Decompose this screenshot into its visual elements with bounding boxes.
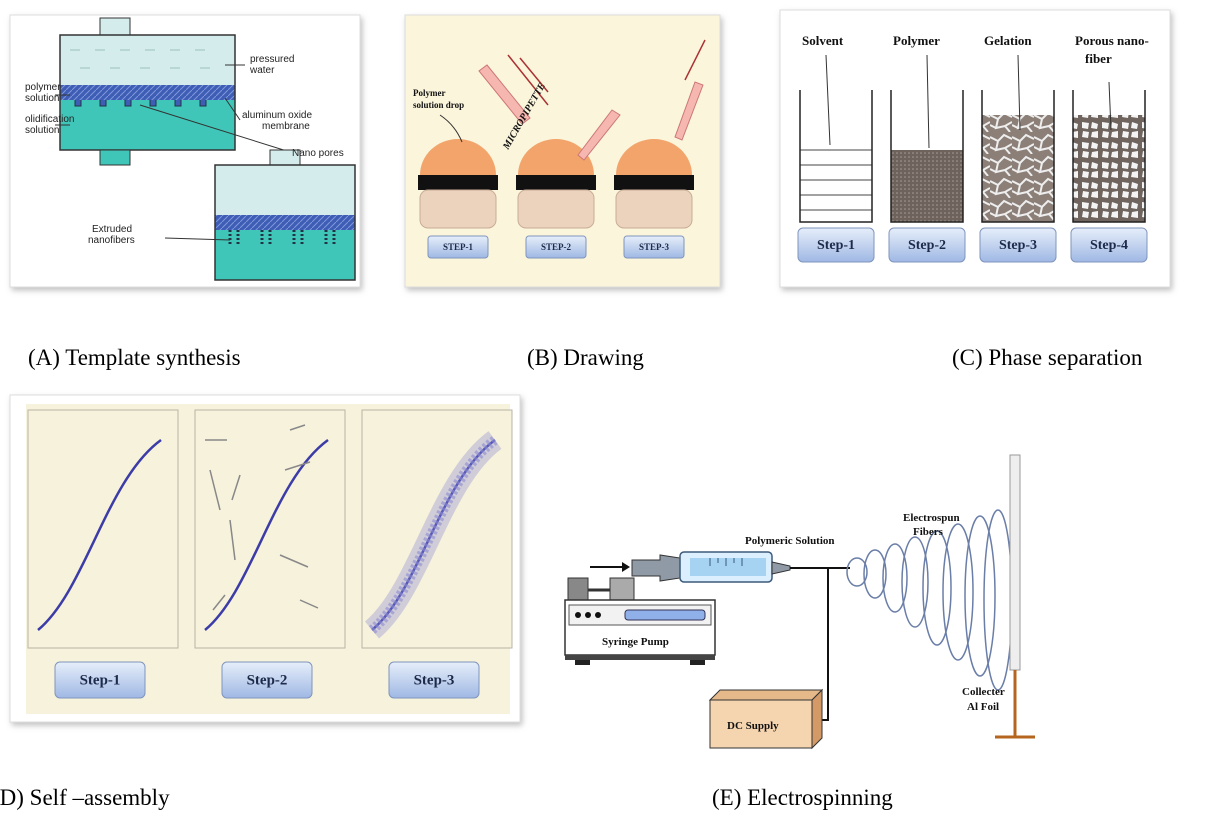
shape	[100, 18, 130, 35]
base	[518, 190, 594, 228]
base	[616, 190, 692, 228]
shape	[690, 660, 705, 665]
shape	[965, 516, 995, 676]
label: pressured	[250, 54, 294, 65]
shape	[575, 660, 590, 665]
label: solution	[25, 125, 59, 136]
substrate	[418, 175, 498, 190]
label: water	[249, 65, 275, 76]
shape	[632, 555, 680, 581]
caption: (A) Template synthesis	[28, 345, 241, 370]
step-label: STEP-2	[541, 242, 572, 252]
shape	[215, 230, 355, 280]
shape	[772, 562, 790, 574]
caption: (E) Electrospinning	[712, 785, 893, 810]
figure: pressured water polymer solution aluminu…	[0, 0, 1223, 821]
shape	[215, 165, 355, 215]
label: solution drop	[413, 100, 464, 110]
label: aluminum oxide	[242, 110, 312, 121]
panel-e: Polymeric Solution Electrospun Fibers Sy…	[565, 455, 1035, 748]
step-label: Step-3	[999, 238, 1037, 253]
label: solution	[25, 93, 59, 104]
shape	[710, 690, 822, 700]
stage-label: Porous nano-	[1075, 33, 1149, 48]
beaker-content	[982, 115, 1054, 222]
shape	[995, 670, 1035, 737]
shape	[565, 655, 715, 660]
stage-label: Solvent	[802, 33, 844, 48]
panel-d: Step-1 Step-2 Step-3	[10, 395, 520, 722]
step-label: Step-2	[908, 238, 946, 253]
shape	[622, 562, 630, 572]
label: Polymeric Solution	[745, 535, 835, 547]
panel-a: pressured water polymer solution aluminu…	[10, 15, 360, 287]
shape	[585, 612, 591, 618]
label: Syringe Pump	[602, 636, 669, 648]
step-label: Step-1	[80, 672, 121, 688]
label: Al Foil	[967, 701, 999, 713]
shape	[595, 612, 601, 618]
shape	[812, 690, 822, 748]
shape: STEP-1 STEP-2 STEP-3	[418, 139, 694, 258]
label: olidification	[25, 114, 74, 125]
label: Extruded	[92, 224, 132, 235]
shape	[60, 85, 235, 100]
shape	[610, 578, 634, 600]
shape	[625, 610, 705, 620]
step-label: STEP-1	[443, 242, 474, 252]
label: Nano pores	[292, 148, 344, 159]
substrate	[516, 175, 596, 190]
label: polymer	[25, 82, 61, 93]
step-label: Step-4	[1090, 238, 1128, 253]
caption: (D) Self –assembly	[0, 785, 170, 810]
label: membrane	[262, 121, 310, 132]
caption: (C) Phase separation	[952, 345, 1143, 370]
base	[420, 190, 496, 228]
caption: (B) Drawing	[527, 345, 644, 370]
label: Polymer	[413, 88, 445, 98]
stage-label: Polymer	[893, 33, 940, 48]
shape	[100, 150, 130, 165]
label: nanofibers	[88, 235, 135, 246]
shape	[568, 578, 588, 600]
stage-label: Gelation	[984, 33, 1032, 48]
shape	[1010, 455, 1020, 670]
stage-label: fiber	[1085, 51, 1112, 66]
panel-c: Solvent Polymer Gelation Porous nano-fiber S…	[780, 10, 1170, 287]
beaker-content	[1073, 115, 1145, 222]
panel-b: STEP-1 STEP-2 STEP-3 Polymer solution drop…	[405, 15, 720, 287]
shape	[984, 510, 1012, 690]
label: Electrospun	[903, 512, 960, 524]
shape	[60, 35, 235, 85]
step-label: Step-1	[817, 238, 855, 253]
step-label: STEP-3	[639, 242, 670, 252]
label: DC Supply	[727, 720, 779, 732]
shape	[215, 215, 355, 230]
substrate	[614, 175, 694, 190]
label: Collecter	[962, 686, 1005, 698]
label: Fibers	[913, 526, 944, 538]
step-label: Step-3	[414, 672, 455, 688]
shape	[575, 612, 581, 618]
shape	[690, 558, 766, 576]
beaker-content	[891, 150, 963, 222]
step-label: Step-2	[247, 672, 288, 688]
